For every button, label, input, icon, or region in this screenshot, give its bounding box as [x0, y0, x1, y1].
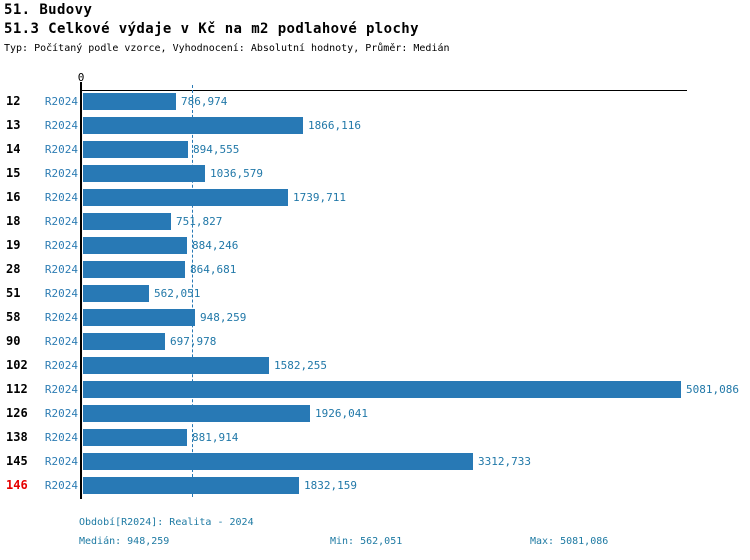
chart-row: 102 R2024 1582,255 — [0, 353, 750, 377]
row-value-label: 5081,086 — [686, 383, 739, 396]
chart-row: 18 R2024 751,827 — [0, 209, 750, 233]
row-category-label: 102 — [6, 358, 28, 372]
row-bar — [83, 381, 681, 398]
row-value-label: 751,827 — [176, 215, 223, 228]
row-series-label: R2024 — [44, 479, 78, 492]
median-line — [192, 85, 193, 497]
row-series-label: R2024 — [44, 239, 78, 252]
row-series-label: R2024 — [44, 335, 78, 348]
row-series-label: R2024 — [44, 455, 78, 468]
footer-min: Min: 562,051 — [330, 536, 403, 547]
row-category-label: 13 — [6, 118, 21, 132]
row-category-label: 28 — [6, 262, 21, 276]
row-value-label: 562,051 — [154, 287, 201, 300]
x-axis-line — [81, 90, 687, 91]
chart-row: 12 R2024 786,974 — [0, 89, 750, 113]
y-axis-line — [80, 90, 82, 499]
row-bar — [83, 477, 299, 494]
row-value-label: 1926,041 — [315, 407, 368, 420]
row-series-label: R2024 — [44, 191, 78, 204]
page-meta: Typ: Počítaný podle vzorce, Vyhodnocení:… — [4, 43, 450, 54]
row-value-label: 948,259 — [200, 311, 247, 324]
row-value-label: 1582,255 — [274, 359, 327, 372]
row-series-label: R2024 — [44, 167, 78, 180]
row-category-label: 14 — [6, 142, 21, 156]
row-bar — [83, 165, 205, 182]
row-series-label: R2024 — [44, 407, 78, 420]
row-value-label: 1036,579 — [210, 167, 263, 180]
x-axis-zero-tick — [80, 82, 82, 91]
row-series-label: R2024 — [44, 383, 78, 396]
row-bar — [83, 261, 185, 278]
row-value-label: 1832,159 — [304, 479, 357, 492]
row-bar — [83, 117, 303, 134]
row-value-label: 864,681 — [190, 263, 237, 276]
row-category-label: 146 — [6, 478, 28, 492]
row-bar — [83, 333, 165, 350]
footer-median: Medián: 948,259 — [79, 536, 170, 547]
row-value-label: 1866,116 — [308, 119, 361, 132]
row-series-label: R2024 — [44, 143, 78, 156]
row-bar — [83, 237, 187, 254]
row-value-label: 697,978 — [170, 335, 217, 348]
row-category-label: 138 — [6, 430, 28, 444]
chart-row: 15 R2024 1036,579 — [0, 161, 750, 185]
row-bar — [83, 141, 188, 158]
page-title: 51. Budovy — [4, 2, 93, 18]
row-series-label: R2024 — [44, 311, 78, 324]
row-bar — [83, 285, 149, 302]
row-bar — [83, 93, 176, 110]
footer-max: Max: 5081,086 — [530, 536, 609, 547]
row-bar — [83, 429, 187, 446]
chart-row: 28 R2024 864,681 — [0, 257, 750, 281]
row-value-label: 3312,733 — [478, 455, 531, 468]
row-series-label: R2024 — [44, 215, 78, 228]
x-axis-zero-label: 0 — [77, 71, 85, 84]
chart-row: 145 R2024 3312,733 — [0, 449, 750, 473]
row-category-label: 145 — [6, 454, 28, 468]
row-bar — [83, 309, 195, 326]
row-series-label: R2024 — [44, 359, 78, 372]
chart-row: 112 R2024 5081,086 — [0, 377, 750, 401]
chart-row: 14 R2024 894,555 — [0, 137, 750, 161]
row-bar — [83, 357, 269, 374]
chart-row: 90 R2024 697,978 — [0, 329, 750, 353]
row-series-label: R2024 — [44, 95, 78, 108]
row-value-label: 881,914 — [192, 431, 239, 444]
row-value-label: 1739,711 — [293, 191, 346, 204]
row-bar — [83, 189, 288, 206]
row-category-label: 126 — [6, 406, 28, 420]
row-category-label: 18 — [6, 214, 21, 228]
chart-row: 126 R2024 1926,041 — [0, 401, 750, 425]
page-subtitle: 51.3 Celkové výdaje v Kč na m2 podlahové… — [4, 21, 419, 37]
row-bar — [83, 213, 171, 230]
row-category-label: 19 — [6, 238, 21, 252]
row-category-label: 58 — [6, 310, 21, 324]
row-value-label: 894,555 — [193, 143, 240, 156]
row-category-label: 12 — [6, 94, 21, 108]
row-series-label: R2024 — [44, 263, 78, 276]
row-category-label: 112 — [6, 382, 28, 396]
chart-row: 146 R2024 1832,159 — [0, 473, 750, 497]
footer-period: Období[R2024]: Realita - 2024 — [79, 517, 254, 528]
row-bar — [83, 453, 473, 470]
row-bar — [83, 405, 310, 422]
row-value-label: 884,246 — [192, 239, 239, 252]
chart-row: 138 R2024 881,914 — [0, 425, 750, 449]
chart-row: 51 R2024 562,051 — [0, 281, 750, 305]
row-series-label: R2024 — [44, 287, 78, 300]
row-category-label: 15 — [6, 166, 21, 180]
row-category-label: 51 — [6, 286, 21, 300]
row-value-label: 786,974 — [181, 95, 228, 108]
row-category-label: 16 — [6, 190, 21, 204]
row-category-label: 90 — [6, 334, 21, 348]
chart-row: 13 R2024 1866,116 — [0, 113, 750, 137]
chart-row: 58 R2024 948,259 — [0, 305, 750, 329]
chart-row: 16 R2024 1739,711 — [0, 185, 750, 209]
chart-row: 19 R2024 884,246 — [0, 233, 750, 257]
row-series-label: R2024 — [44, 119, 78, 132]
row-series-label: R2024 — [44, 431, 78, 444]
